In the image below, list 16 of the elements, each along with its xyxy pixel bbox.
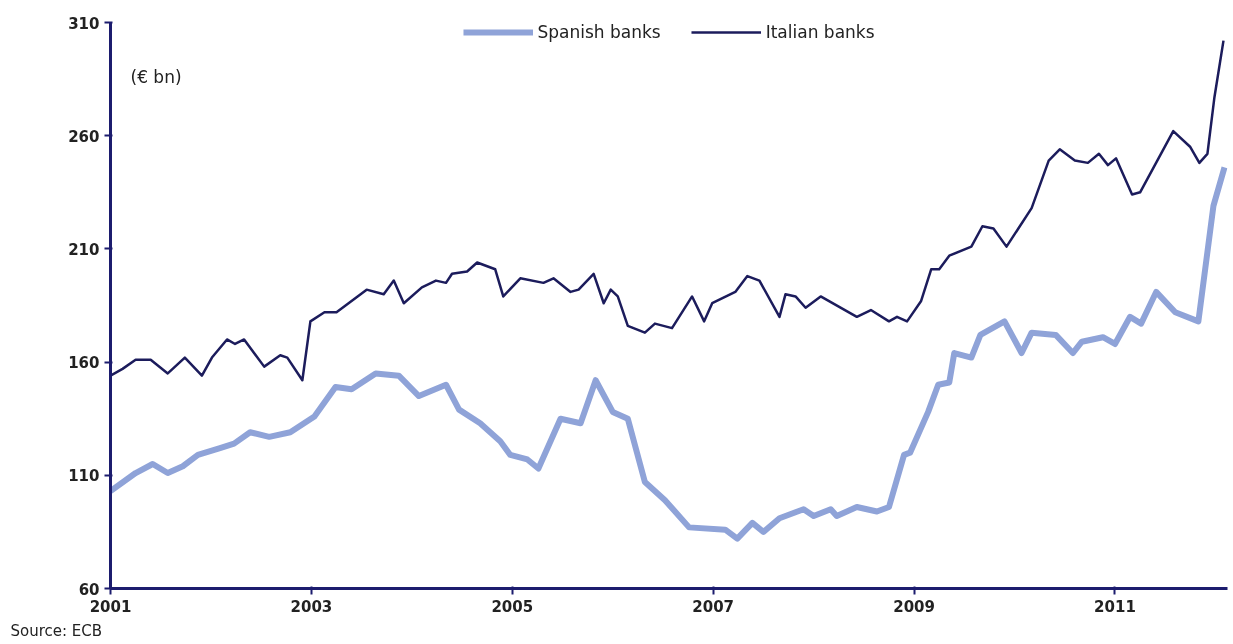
- y-tick-label: 60: [78, 580, 100, 599]
- y-tick-label: 160: [68, 354, 100, 373]
- x-tick-label: 2011: [1094, 597, 1136, 616]
- legend-label: Spanish banks: [537, 22, 661, 42]
- y-tick-label: 260: [68, 127, 100, 146]
- x-tick-label: 2003: [290, 597, 333, 616]
- y-tick-label: 210: [68, 240, 100, 259]
- x-tick-label: 2009: [893, 597, 935, 616]
- y-axis-title: (€ bn): [130, 66, 182, 87]
- y-tick-label: 310: [68, 14, 100, 33]
- x-tick-label: 2007: [692, 597, 735, 616]
- legend-label: Italian banks: [765, 22, 875, 42]
- y-tick-label: 110: [68, 467, 100, 486]
- source-note: Source: ECB: [10, 621, 103, 640]
- x-tick-label: 2001: [89, 597, 132, 616]
- x-tick-label: 2005: [491, 597, 534, 616]
